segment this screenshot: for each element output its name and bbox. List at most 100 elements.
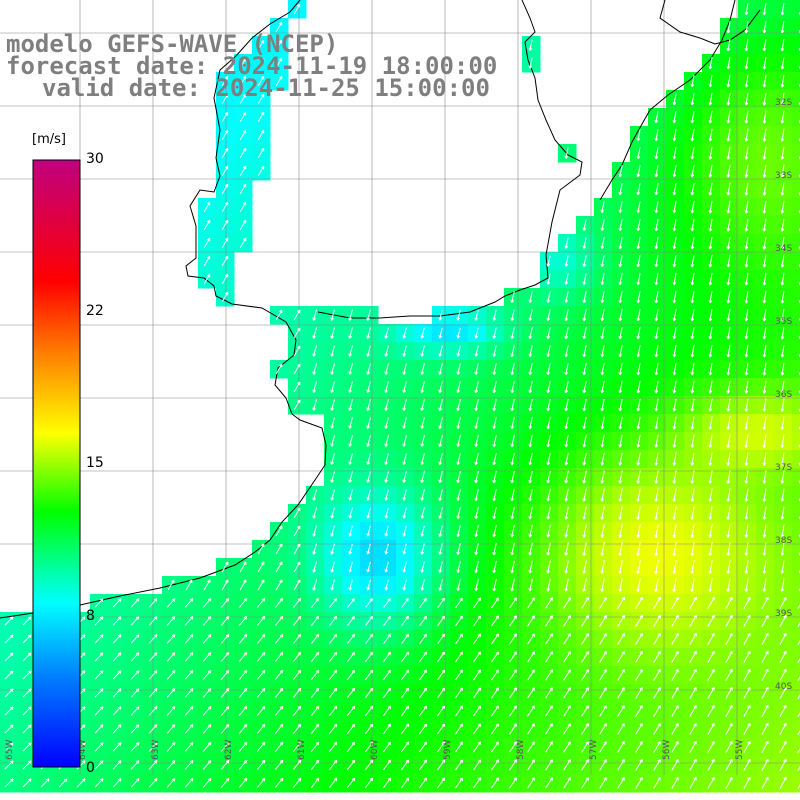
wind-arrow <box>635 596 644 610</box>
wind-arrow <box>348 345 353 357</box>
wind-arrow <box>599 651 607 663</box>
wind-arrow <box>744 326 749 340</box>
wind-arrow <box>797 621 800 627</box>
wind-arrow <box>257 579 265 591</box>
wind-arrow <box>636 524 641 539</box>
wind-arrow <box>546 399 551 412</box>
wind-arrow <box>780 542 785 556</box>
wind-cell <box>792 702 800 721</box>
wind-arrow <box>437 651 446 663</box>
wind-arrow <box>780 200 785 214</box>
wind-arrow <box>348 327 353 339</box>
wind-arrow <box>581 741 589 753</box>
wind-arrow <box>672 200 677 214</box>
wind-arrow <box>744 506 749 520</box>
wind-arrow <box>382 705 392 717</box>
wind-arrow <box>546 309 551 322</box>
wind-arrow <box>545 759 553 771</box>
wind-arrow <box>545 597 553 609</box>
wind-arrow <box>239 579 247 591</box>
wind-arrow <box>726 542 731 556</box>
wind-arrow <box>671 596 679 610</box>
wind-arrow <box>797 729 800 736</box>
wind-arrow <box>310 651 320 662</box>
wind-arrow <box>671 759 679 771</box>
wind-arrow <box>401 633 409 645</box>
wind-arrow <box>672 272 677 286</box>
wind-arrow <box>726 470 731 484</box>
wind-arrow <box>456 453 461 466</box>
wind-arrow <box>528 309 533 322</box>
wind-arrow <box>202 742 212 752</box>
wind-arrow <box>528 363 533 376</box>
wind-arrow <box>779 614 787 627</box>
wind-arrow <box>618 237 623 250</box>
wind-arrow <box>617 669 625 681</box>
wind-arrow <box>618 416 623 430</box>
wind-arrow <box>708 236 713 250</box>
wind-arrow <box>438 507 443 519</box>
wind-arrow <box>166 778 176 788</box>
wind-arrow <box>708 218 713 232</box>
wind-arrow <box>474 507 479 520</box>
wind-arrow <box>726 56 731 70</box>
wind-arrow <box>438 327 443 339</box>
wind-arrow <box>456 507 461 520</box>
wind-arrow <box>402 381 407 393</box>
wind-arrow <box>330 453 335 465</box>
wind-arrow <box>274 759 284 770</box>
wind-arrow <box>564 542 569 556</box>
wind-arrow <box>184 724 194 734</box>
wind-arrow <box>600 219 605 232</box>
wind-arrow <box>618 398 623 412</box>
wind-arrow <box>455 651 464 663</box>
wind-arrow <box>708 164 713 178</box>
wind-arrow <box>455 741 464 753</box>
wind-arrow <box>474 345 479 357</box>
wind-arrow <box>690 218 695 232</box>
wind-arrow <box>725 650 733 663</box>
wind-arrow <box>581 777 589 789</box>
model-title: modelo GEFS-WAVE (NCEP) <box>6 30 339 58</box>
wind-arrow <box>761 740 769 753</box>
wind-arrow <box>221 111 229 122</box>
wind-arrow <box>292 651 302 662</box>
wind-arrow <box>690 416 695 430</box>
wind-arrow <box>564 578 569 592</box>
wind-arrow <box>328 669 338 681</box>
wind-arrow <box>256 598 266 608</box>
wind-arrow <box>653 669 661 681</box>
wind-arrow <box>762 416 767 430</box>
wind-arrow <box>654 470 659 484</box>
wind-arrow <box>312 543 317 555</box>
wind-arrow <box>635 723 643 735</box>
wind-arrow <box>600 434 605 448</box>
wind-arrow <box>148 670 158 680</box>
wind-arrow <box>726 380 731 394</box>
wind-arrow <box>690 200 695 214</box>
wind-arrow <box>780 362 785 376</box>
wind-arrow <box>690 110 695 124</box>
wind-arrow <box>527 597 535 609</box>
wind-arrow <box>689 632 697 645</box>
wind-arrow <box>509 669 517 681</box>
wind-arrow <box>707 596 715 610</box>
wind-arrow <box>672 308 677 322</box>
wind-arrow <box>112 760 122 770</box>
wind-arrow <box>780 236 785 250</box>
wind-arrow <box>653 632 661 645</box>
wind-arrow <box>600 398 605 412</box>
wind-arrow <box>473 759 482 771</box>
wind-arrow <box>330 327 335 339</box>
wind-arrow <box>600 524 605 538</box>
wind-arrow <box>762 398 767 412</box>
wind-arrow <box>563 669 571 681</box>
lat-label: 35S <box>775 317 792 327</box>
wind-arrow <box>293 309 301 321</box>
wind-arrow <box>293 525 301 537</box>
wind-arrow <box>166 652 176 662</box>
wind-arrow <box>330 579 335 591</box>
wind-arrow <box>509 741 517 753</box>
wind-arrow <box>166 760 176 770</box>
wind-arrow <box>384 471 389 483</box>
